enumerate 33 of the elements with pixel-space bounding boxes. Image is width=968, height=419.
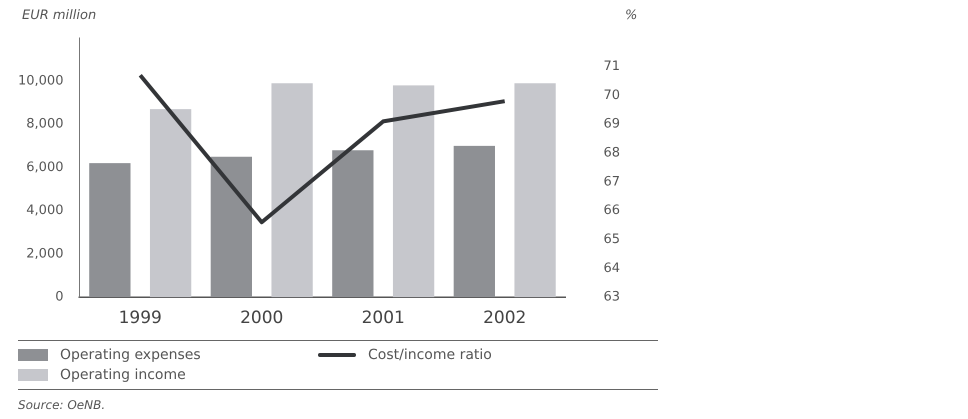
x-tick-label: 2002 — [483, 308, 526, 328]
y2-tick-label: 63 — [603, 290, 620, 305]
source-note: Source: OeNB. — [18, 398, 106, 412]
y-tick-label: 6,000 — [26, 160, 64, 175]
y2-tick-label: 69 — [603, 116, 620, 132]
y-tick-label: 4,000 — [26, 203, 64, 218]
y2-tick-label: 70 — [603, 88, 620, 103]
legend-label: Cost/income ratio — [368, 347, 492, 363]
legend-label: Operating expenses — [60, 347, 201, 363]
bar — [271, 83, 313, 298]
bar — [89, 163, 131, 298]
x-tick-label: 1999 — [118, 308, 162, 328]
y-tick-label: 0 — [55, 290, 64, 305]
y-tick-label: 8,000 — [26, 116, 64, 132]
bar — [150, 109, 192, 298]
bar — [392, 85, 434, 298]
x-tick-label: 2000 — [240, 308, 284, 328]
legend-label: Operating income — [60, 367, 186, 383]
y2-tick-label: 67 — [603, 174, 620, 190]
x-tick-label: 2001 — [362, 308, 405, 328]
bar — [514, 83, 556, 298]
y-tick-label: 2,000 — [26, 246, 64, 262]
y-tick-label: 10,000 — [18, 73, 64, 88]
y-axis-title: EUR million — [22, 8, 96, 23]
y2-tick-label: 64 — [603, 260, 620, 276]
y2-axis-title: % — [625, 8, 638, 23]
bar — [454, 146, 495, 298]
bar — [210, 156, 252, 298]
y2-tick-label: 68 — [603, 145, 620, 160]
y2-tick-label: 66 — [603, 203, 620, 218]
y2-tick-label: 65 — [603, 232, 620, 247]
y2-tick-label: 71 — [603, 58, 620, 74]
bar — [332, 150, 374, 298]
